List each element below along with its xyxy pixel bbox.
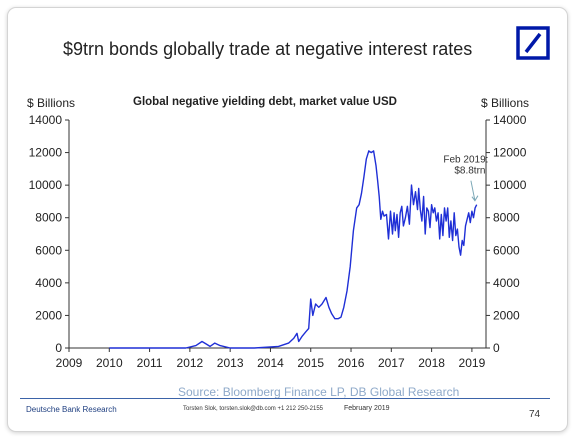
- right-y-tick-label: 0: [493, 341, 500, 355]
- right-y-tick-label: 6000: [493, 243, 520, 257]
- right-axis-unit-label: $ Billions: [481, 96, 530, 110]
- x-tick-label: 2010: [96, 356, 123, 370]
- x-axis-ticks: 2009 2010 2011 2012 2013 2014 2015 2016 2017 2018…: [56, 348, 486, 370]
- annotation: Feb 2019: $8.8trn: [443, 155, 488, 202]
- deutsche-bank-logo-icon: [516, 26, 550, 60]
- chart: 2009 2010 2011 2012 2013 2014 2015 2016 2017 2018…: [29, 113, 527, 370]
- right-y-axis-ticks: 0 2000 4000 6000 8000 10000 12000 14000: [486, 113, 527, 355]
- x-tick-label: 2016: [338, 356, 365, 370]
- left-y-tick-label: 2000: [35, 308, 62, 322]
- page-number: 74: [529, 409, 541, 420]
- left-y-tick-label: 6000: [35, 243, 62, 257]
- left-y-tick-label: 14000: [29, 113, 63, 127]
- series-group: [109, 150, 478, 349]
- footer-brand: Deutsche Bank Research: [26, 405, 117, 414]
- right-y-tick-label: 4000: [493, 276, 520, 290]
- left-y-tick-label: 12000: [29, 146, 63, 160]
- source-note: Source: Bloomberg Finance LP, DB Global …: [178, 385, 460, 399]
- x-tick-label: 2013: [217, 356, 244, 370]
- footer-date: February 2019: [344, 405, 390, 412]
- chart-title: Global negative yielding debt, market va…: [133, 96, 397, 108]
- left-y-tick-label: 0: [55, 341, 62, 355]
- series-line: [109, 150, 478, 349]
- footer-author: Torsten Slok, torsten.slok@db.com +1 212…: [183, 406, 324, 412]
- footer-divider: [20, 398, 550, 399]
- logo-frame: [516, 26, 550, 60]
- left-y-tick-label: 10000: [29, 178, 63, 192]
- left-y-tick-label: 4000: [35, 276, 62, 290]
- x-tick-label: 2018: [418, 356, 445, 370]
- page-title: $9trn bonds globally trade at negative i…: [63, 39, 473, 59]
- x-tick-label: 2014: [257, 356, 284, 370]
- right-y-tick-label: 12000: [493, 146, 527, 160]
- left-axis-unit-label: $ Billions: [27, 96, 76, 110]
- annotation-line-1: Feb 2019:: [443, 155, 488, 166]
- right-y-tick-label: 14000: [493, 113, 527, 127]
- x-tick-label: 2017: [378, 356, 405, 370]
- slide: $9trn bonds globally trade at negative i…: [7, 7, 568, 432]
- right-y-tick-label: 2000: [493, 308, 520, 322]
- left-y-tick-label: 8000: [35, 211, 62, 225]
- axes: [68, 120, 487, 349]
- x-tick-label: 2009: [56, 356, 83, 370]
- x-tick-label: 2012: [177, 356, 204, 370]
- logo-slash: [524, 32, 542, 54]
- left-y-axis-ticks: 0 2000 4000 6000 8000 10000 12000 14000: [29, 113, 69, 355]
- annotation-line-2: $8.8trn: [454, 166, 485, 177]
- right-y-tick-label: 10000: [493, 178, 527, 192]
- x-tick-label: 2015: [297, 356, 324, 370]
- x-tick-label: 2011: [137, 356, 163, 370]
- right-y-tick-label: 8000: [493, 211, 520, 225]
- annotation-arrow: [470, 180, 479, 202]
- x-tick-label: 2019: [459, 356, 486, 370]
